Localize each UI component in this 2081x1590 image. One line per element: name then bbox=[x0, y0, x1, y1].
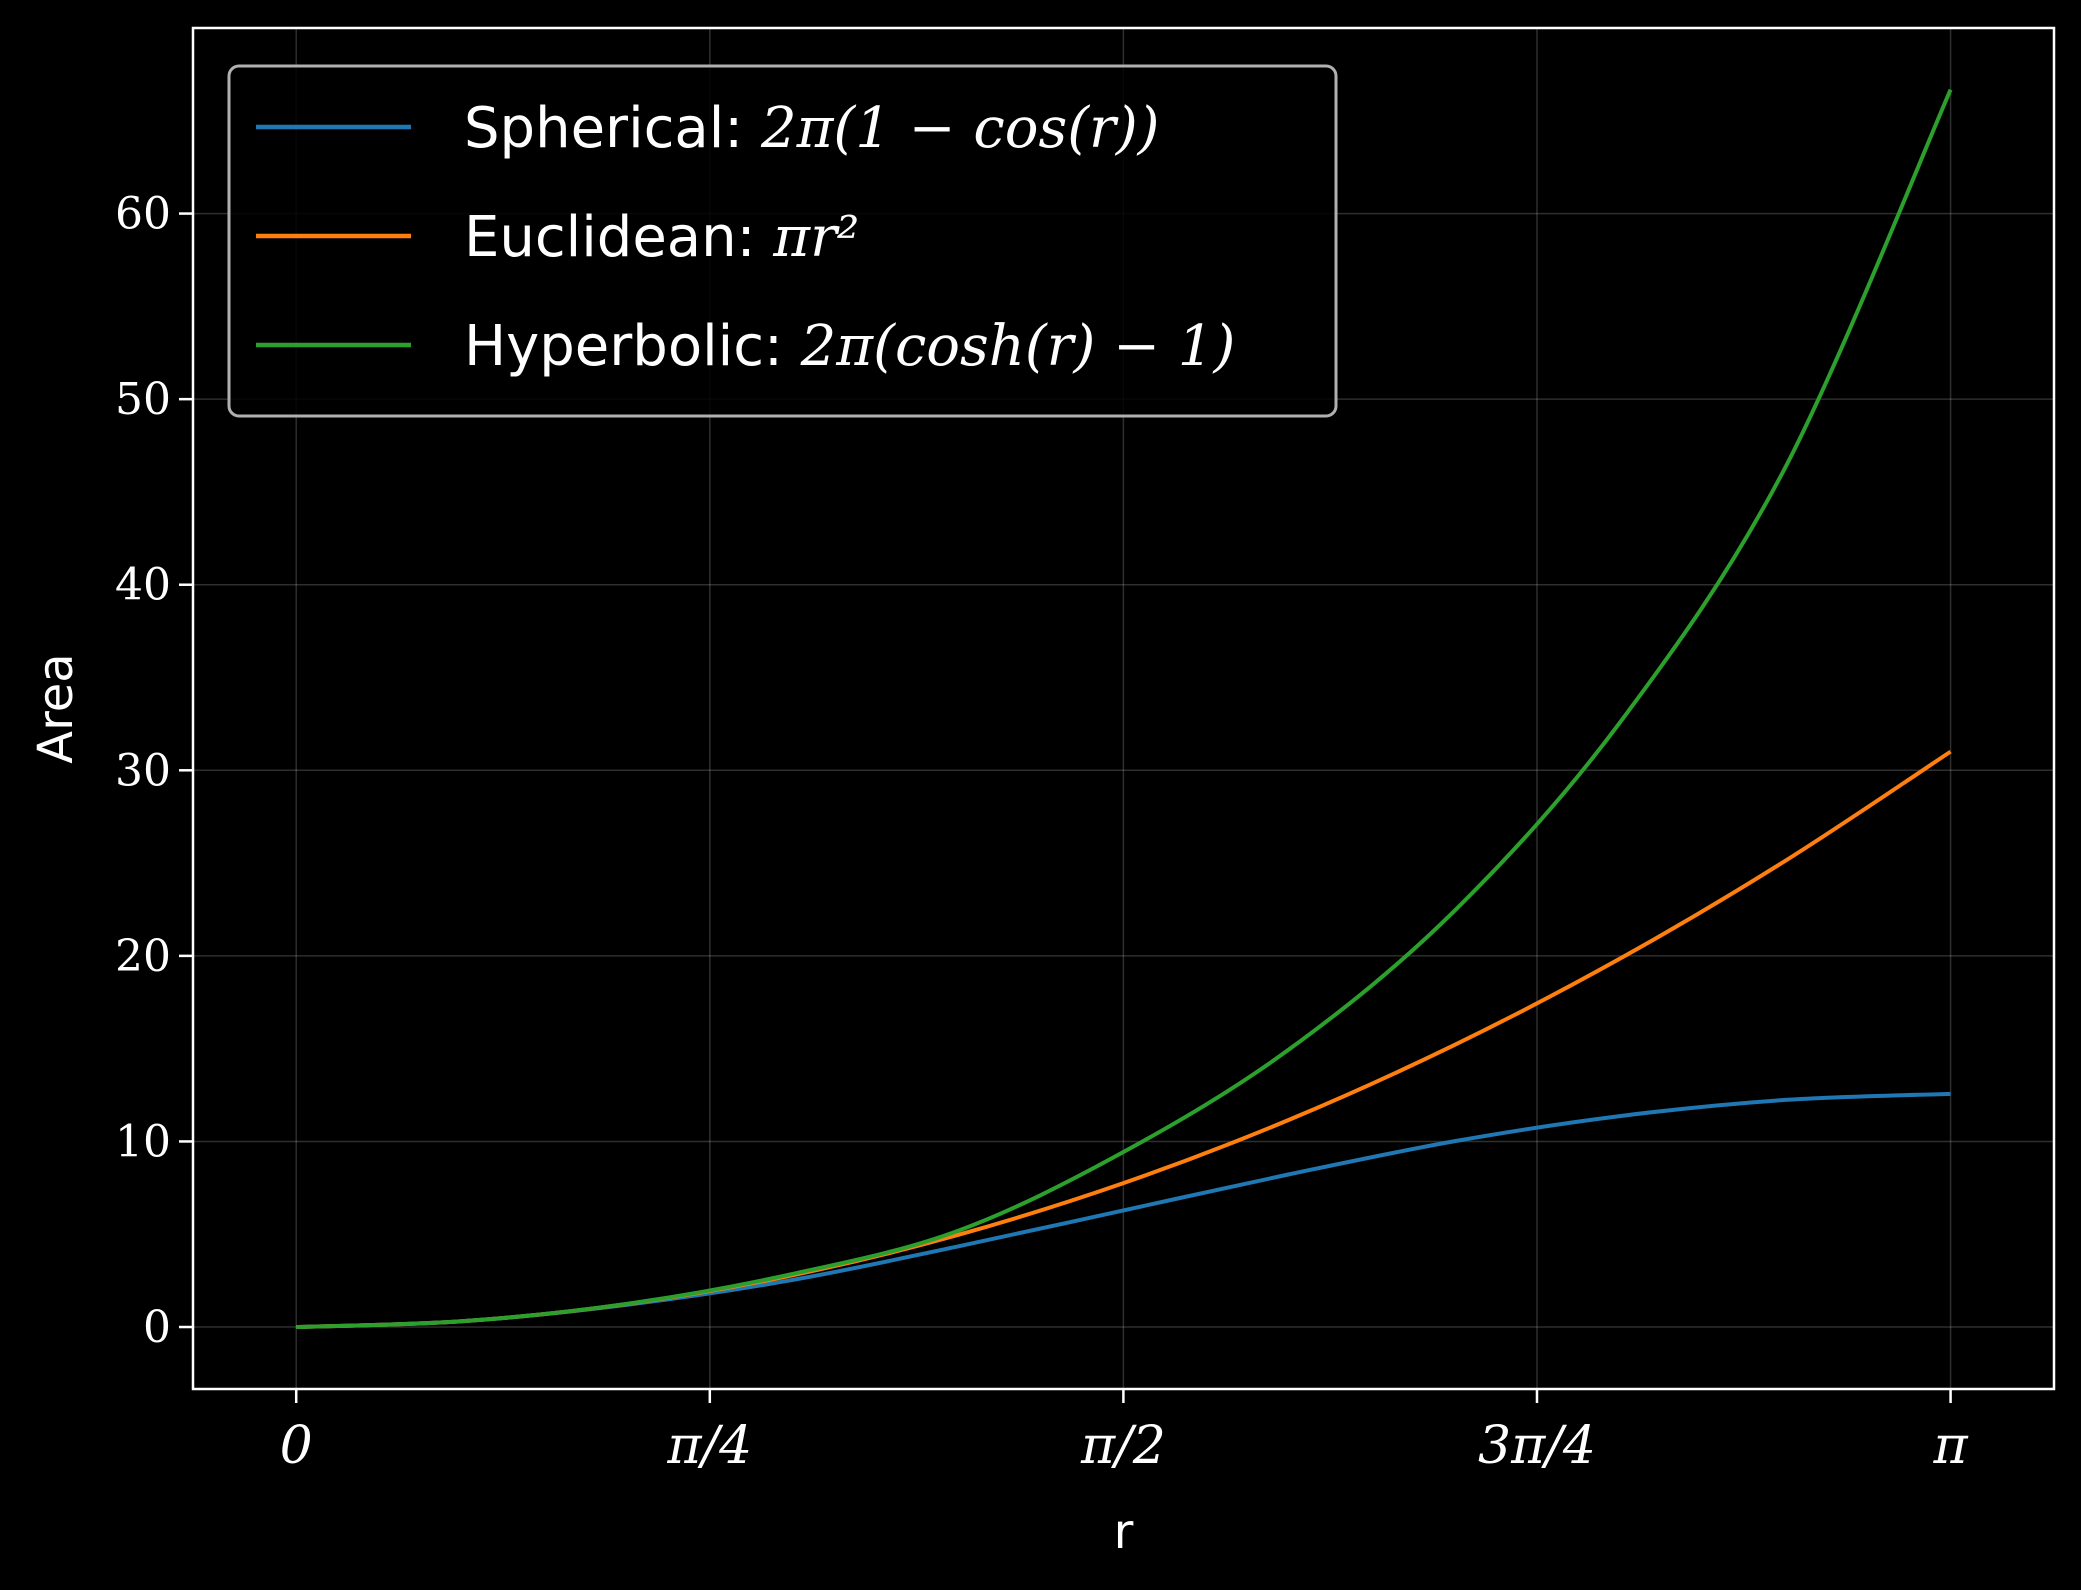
y-tick-label: 0 bbox=[143, 1302, 171, 1353]
y-axis-ticks: 0 10 20 30 40 50 60 bbox=[115, 189, 193, 1353]
legend-formula: πr² bbox=[772, 205, 859, 270]
legend-entry-spherical: Spherical: 2π(1 − cos(r)) bbox=[464, 96, 1160, 161]
legend-box bbox=[227, 64, 1338, 418]
x-tick-label: 3π/4 bbox=[1478, 1416, 1596, 1476]
legend-label: Hyperbolic: bbox=[464, 314, 801, 379]
legend-entry-euclidean: Euclidean: πr² bbox=[464, 205, 859, 270]
y-tick-label: 10 bbox=[115, 1116, 171, 1167]
y-tick-label: 50 bbox=[115, 374, 171, 425]
legend-formula: 2π(cosh(r) − 1) bbox=[800, 314, 1236, 379]
legend-formula: 2π(1 − cos(r)) bbox=[760, 96, 1160, 161]
y-tick-label: 60 bbox=[115, 189, 171, 240]
x-tick-label: π/4 bbox=[666, 1416, 752, 1476]
series-line-hyperbolic bbox=[296, 88, 1953, 1330]
y-axis-label: Area bbox=[28, 653, 84, 763]
legend: Spherical: 2π(1 − cos(r)) Euclidean: πr² H… bbox=[227, 64, 1338, 418]
x-axis-ticks: 0 π/4 π/2 3π/4 π bbox=[280, 1389, 1968, 1476]
legend-entry-hyperbolic: Hyperbolic: 2π(cosh(r) − 1) bbox=[464, 314, 1235, 379]
y-tick-label: 30 bbox=[115, 745, 171, 796]
x-axis-label: r bbox=[1114, 1504, 1134, 1560]
x-tick-label: π bbox=[1932, 1416, 1968, 1476]
y-tick-label: 20 bbox=[115, 931, 171, 982]
legend-label: Spherical: bbox=[464, 96, 761, 161]
legend-label: Euclidean: bbox=[464, 205, 773, 270]
y-tick-label: 40 bbox=[115, 560, 171, 611]
x-tick-label: π/2 bbox=[1080, 1416, 1166, 1476]
series-layer bbox=[296, 88, 1953, 1330]
x-tick-label: 0 bbox=[280, 1416, 313, 1476]
